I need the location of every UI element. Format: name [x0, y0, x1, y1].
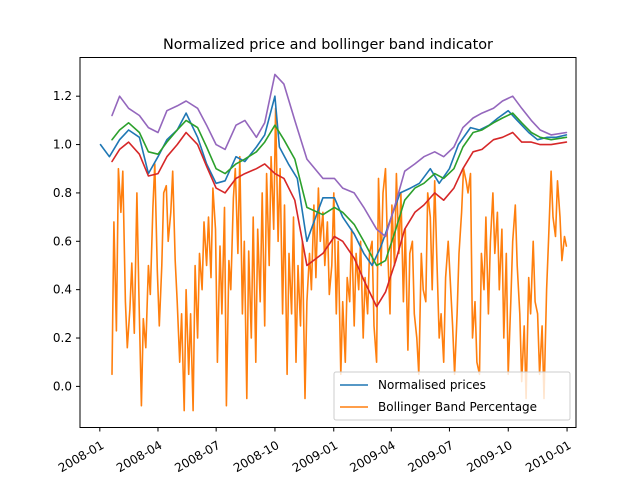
series-line-1 [111, 112, 568, 267]
legend-label-normalised-prices: Normalised prices [378, 378, 486, 392]
axes-frame [79, 57, 577, 428]
x-tick-label-1: 2008-04 [114, 438, 164, 475]
series-line-4 [111, 107, 568, 412]
x-tick-label-7: 2009-10 [464, 438, 514, 475]
x-tick-label-8: 2010-01 [523, 438, 573, 475]
y-tick-label-5: 1.0 [53, 138, 72, 152]
legend-label-bollinger-band-percentage: Bollinger Band Percentage [378, 400, 537, 414]
y-tick-label-6: 1.2 [53, 89, 72, 103]
x-tick-label-4: 2009-01 [290, 438, 340, 475]
series-line-2 [111, 131, 568, 308]
series-line-3 [111, 73, 568, 238]
x-tick-label-2: 2008-07 [172, 438, 222, 475]
x-tick-label-3: 2008-10 [231, 438, 281, 475]
y-axis: 0.0 0.2 0.4 0.6 0.8 1.0 1.2 [53, 89, 80, 393]
x-axis: 2008-01 2008-04 2008-07 2008-10 2009-01 2009-… [56, 427, 574, 475]
legend-box [333, 371, 571, 421]
plot-area [99, 73, 568, 412]
y-tick-label-1: 0.2 [53, 331, 72, 345]
x-tick-label-0: 2008-01 [56, 438, 106, 475]
y-tick-label-2: 0.4 [53, 283, 72, 297]
x-tick-label-6: 2009-07 [406, 438, 456, 475]
legend: Normalised prices Bollinger Band Percent… [333, 371, 571, 421]
y-tick-label-0: 0.0 [53, 379, 72, 393]
chart-title: Normalized price and bollinger band indi… [163, 37, 493, 53]
y-tick-label-4: 0.8 [53, 186, 72, 200]
x-tick-label-5: 2009-04 [347, 438, 397, 475]
y-tick-label-3: 0.6 [53, 234, 72, 248]
